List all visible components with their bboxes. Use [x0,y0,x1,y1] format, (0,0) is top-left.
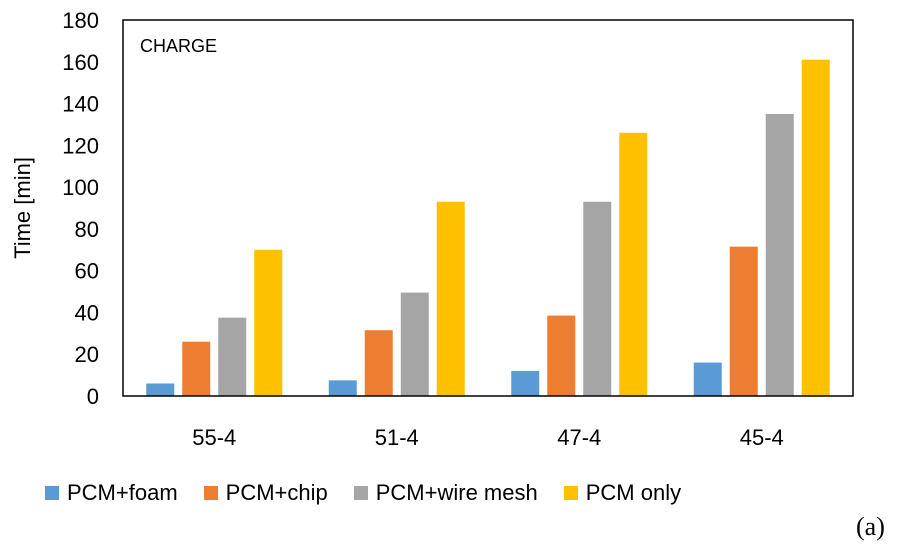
x-tick-label: 45-4 [740,425,784,450]
chart-annotation: CHARGE [140,36,217,56]
legend-label: PCM+wire mesh [375,480,538,505]
legend-item: PCM+wire mesh [353,480,538,506]
y-tick-label: 60 [75,259,99,284]
bar-pcm-wire-mesh-51-4 [400,292,429,396]
y-tick-label: 160 [62,50,99,75]
legend-label: PCM+foam [67,480,178,505]
x-tick-label: 51-4 [375,425,419,450]
y-tick-label: 20 [75,342,99,367]
bar-pcm-foam-47-4 [511,370,540,396]
legend: PCM+foam PCM+chip PCM+wire mesh PCM only [45,480,707,506]
bar-pcm-only-47-4 [619,132,648,397]
bar-pcm-only-45-4 [801,59,830,396]
y-axis-label: Time [min] [10,157,35,259]
y-tick-label: 80 [75,217,99,242]
panel-tag: (a) [856,512,885,541]
plot-frame [122,19,854,397]
legend-label: PCM+chip [225,480,328,505]
y-tick-label: 100 [62,175,99,200]
x-tick-label: 55-4 [192,425,236,450]
bar-pcm-chip-51-4 [364,330,393,396]
legend-item: PCM only [563,480,682,506]
bars [146,59,830,397]
bar-pcm-foam-45-4 [693,362,722,396]
legend-swatch [45,486,59,500]
legend-swatch [563,486,578,500]
bar-pcm-chip-47-4 [547,315,576,396]
legend-label: PCM only [585,480,682,505]
y-axis-ticks: 0 20 40 60 80 100 120 140 160 180 [62,8,99,409]
bar-pcm-chip-55-4 [182,341,211,396]
y-tick-label: 40 [75,300,99,325]
y-tick-label: 120 [62,133,99,158]
legend-swatch [203,486,218,500]
legend-item: PCM+chip [203,480,328,506]
bar-pcm-only-55-4 [254,249,283,396]
y-tick-label: 0 [87,384,99,409]
bar-pcm-chip-45-4 [729,246,758,396]
bar-pcm-wire-mesh-55-4 [218,317,247,396]
y-tick-label: 180 [62,8,99,33]
bar-pcm-foam-51-4 [328,380,357,396]
x-axis-ticks: 55-4 51-4 47-4 45-4 [192,425,784,450]
bar-pcm-foam-55-4 [146,383,175,396]
bar-pcm-only-51-4 [436,201,465,396]
bar-pcm-wire-mesh-45-4 [765,114,794,396]
bar-pcm-wire-mesh-47-4 [583,201,612,396]
x-tick-label: 47-4 [557,425,601,450]
legend-swatch [353,486,368,500]
legend-item: PCM+foam [45,480,178,506]
y-tick-label: 140 [62,92,99,117]
